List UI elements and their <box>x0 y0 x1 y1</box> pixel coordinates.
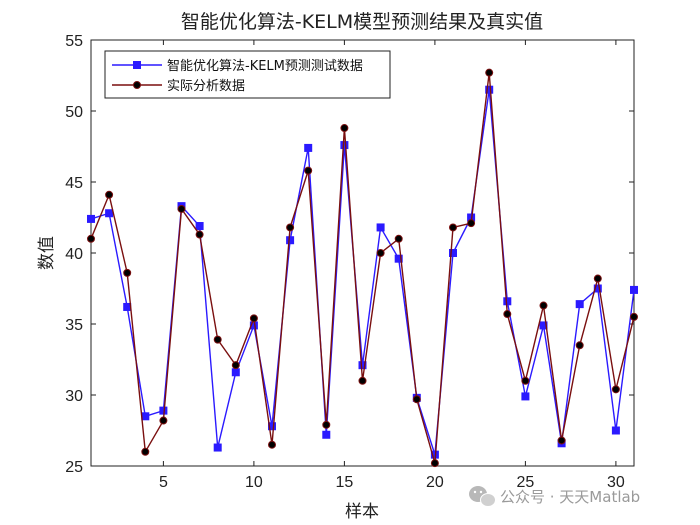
data-point <box>394 234 403 243</box>
data-point <box>213 335 222 344</box>
data-point <box>340 141 349 150</box>
legend: 智能优化算法-KELM预测测试数据 实际分析数据 <box>104 50 391 99</box>
chart-title: 智能优化算法-KELM模型预测结果及真实值 <box>181 11 543 33</box>
y-tick-label: 50 <box>65 104 83 121</box>
data-point <box>575 300 584 309</box>
data-point <box>322 420 331 429</box>
plot-area <box>90 39 635 467</box>
y-tick-label: 30 <box>65 388 83 405</box>
data-point <box>503 310 512 319</box>
data-point <box>141 412 150 421</box>
data-point <box>213 443 222 452</box>
data-point <box>123 302 132 311</box>
x-tick-label: 5 <box>159 474 168 491</box>
data-point <box>87 234 95 243</box>
data-point <box>593 284 602 293</box>
legend-label-actual: 实际分析数据 <box>167 79 245 94</box>
data-point <box>630 312 638 321</box>
data-point <box>521 376 530 385</box>
data-point <box>123 268 132 277</box>
data-point <box>322 430 331 439</box>
data-point <box>231 361 240 370</box>
data-point <box>503 297 512 306</box>
data-point <box>249 314 258 323</box>
data-point <box>268 422 276 431</box>
legend-marker-predicted <box>133 61 141 69</box>
data-point <box>159 416 168 425</box>
data-point <box>304 143 313 152</box>
data-point <box>304 166 313 175</box>
data-point <box>195 222 204 231</box>
data-point <box>412 395 421 404</box>
data-point <box>575 341 584 350</box>
data-point <box>521 392 530 401</box>
data-point <box>286 223 295 232</box>
x-tick-label: 30 <box>607 474 625 491</box>
data-point <box>141 447 150 456</box>
series-layer <box>87 68 638 468</box>
data-point <box>268 440 276 449</box>
data-point <box>376 249 385 257</box>
legend-label-predicted: 智能优化算法-KELM预测测试数据 <box>167 59 363 74</box>
watermark-text: 公众号 · 天天Matlab <box>500 488 640 506</box>
data-point <box>430 459 439 468</box>
wechat-icon <box>469 486 496 507</box>
data-point <box>105 209 114 218</box>
data-point <box>177 204 186 213</box>
series-actual <box>87 68 638 468</box>
data-point <box>485 85 494 94</box>
data-point <box>231 368 240 377</box>
data-point <box>358 361 367 370</box>
data-point <box>358 376 367 385</box>
y-tick-label: 55 <box>65 33 83 50</box>
data-point <box>394 254 403 263</box>
legend-marker-actual <box>133 81 141 89</box>
data-point <box>630 285 638 294</box>
y-tick-label: 40 <box>65 246 83 263</box>
data-point <box>286 236 295 245</box>
y-axis-label: 数值 <box>37 236 57 270</box>
data-point <box>87 214 95 223</box>
data-point <box>557 436 566 445</box>
y-tick-label: 25 <box>65 459 83 476</box>
x-tick-label: 15 <box>336 474 354 491</box>
watermark: 公众号 · 天天Matlab <box>469 486 640 507</box>
y-tick-label: 45 <box>65 175 83 192</box>
data-point <box>195 230 204 239</box>
data-point <box>611 426 620 435</box>
x-tick-label: 25 <box>517 474 535 491</box>
data-point <box>449 249 457 257</box>
data-point <box>105 190 114 199</box>
data-point <box>485 68 494 77</box>
data-point <box>467 219 476 228</box>
data-point <box>593 274 602 283</box>
data-point <box>611 385 620 394</box>
legend-box <box>104 50 391 99</box>
x-tick-label: 20 <box>426 474 444 491</box>
data-point <box>539 321 548 330</box>
data-point <box>539 301 548 310</box>
y-tick-label: 35 <box>65 317 83 334</box>
axis-ticks: 5 10 15 20 25 30 25 30 35 40 45 50 55 <box>65 33 634 491</box>
data-point <box>449 223 457 232</box>
data-point <box>340 124 349 133</box>
x-tick-label: 10 <box>245 474 263 491</box>
data-point <box>376 223 385 232</box>
x-axis-label: 样本 <box>345 502 379 522</box>
